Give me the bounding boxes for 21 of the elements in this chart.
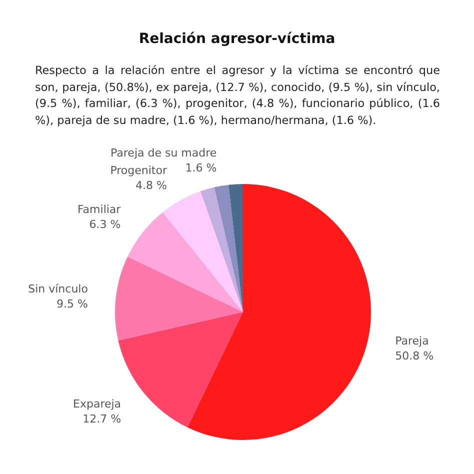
slice-label: Expareja [73, 397, 122, 410]
pie-slice [162, 191, 243, 312]
pie-slice [200, 187, 243, 312]
data-label: 9.5 % [56, 298, 88, 311]
pie-slice [187, 184, 371, 440]
chart-title: Relación agresor-víctima [138, 31, 336, 47]
slice-label: Sin vínculo [28, 282, 88, 296]
slice-label: Familiar [77, 203, 122, 216]
data-label: 1.6 % [185, 161, 217, 174]
data-label: 4.8 % [136, 178, 167, 192]
slice-label: Pareja de su madre [110, 146, 217, 160]
pie-slice [228, 184, 243, 312]
slice-label: Pareja [395, 334, 429, 348]
data-label: 12.7 % [82, 412, 122, 426]
data-label: 6.3 % [89, 218, 121, 232]
pie-slice [214, 184, 243, 312]
chart-subtitle: Respecto a la relación entre el agresor y la víctima se encontró que son, pareja, (50.8%), ex pareja, (12.7 %), conocido, (9.5 %), sin vínculo, (9.5 %), familiar, (6.3 %), progenitor, (4.8 %), funcionario público, (1.6 %), pareja de su madre, (1.6 %), hermano/hermana, (1.6 %). [35, 63, 440, 128]
slice-label: Progenitor [110, 164, 168, 177]
data-label: 50.8 % [395, 350, 434, 363]
pie-slice [128, 212, 243, 312]
pie-slice [115, 256, 243, 340]
